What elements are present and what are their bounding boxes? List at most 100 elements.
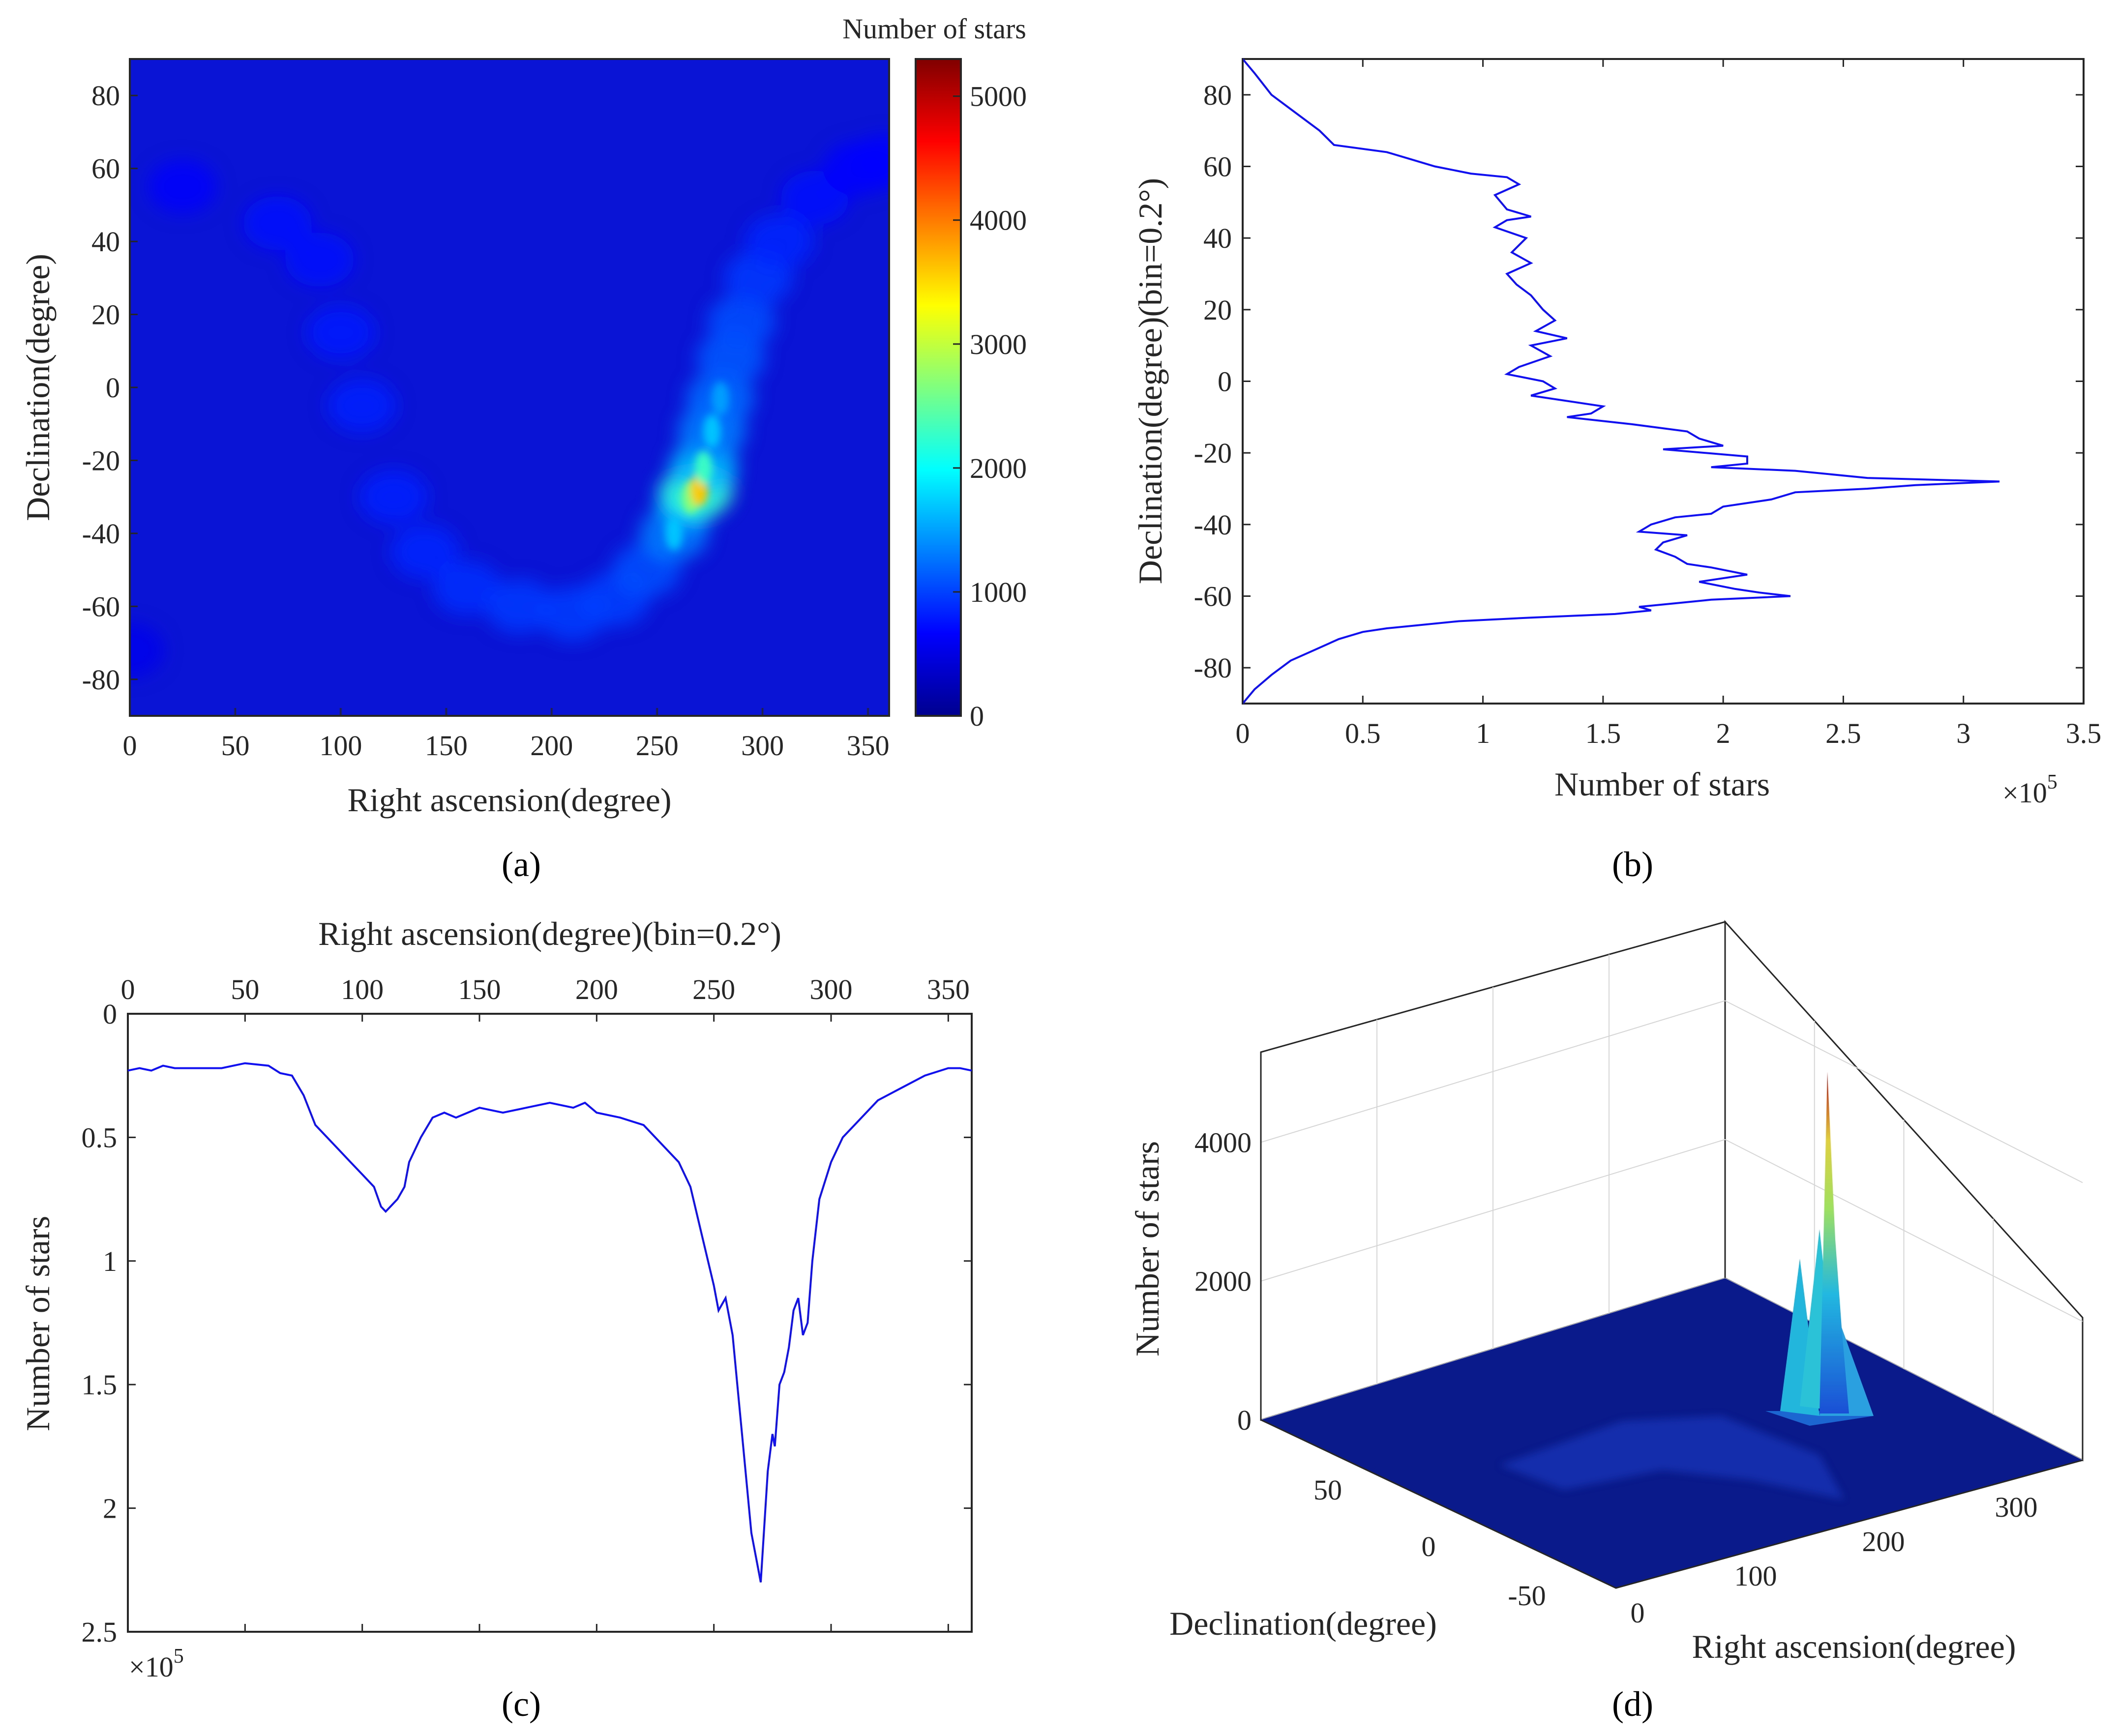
heatmap-band-point [433, 561, 502, 616]
dec-hist-x-tick-label: 0.5 [1345, 717, 1381, 749]
colorbar-tick-label: 0 [970, 700, 984, 732]
ra-hist-x-tick-label: 200 [575, 973, 618, 1005]
heatmap-band [130, 134, 889, 677]
dec-hist-x-tick-label: 2 [1716, 717, 1730, 749]
heatmap-band-point [359, 470, 428, 524]
ra-hist-y-tick-label: 0 [103, 998, 117, 1030]
heatmap-band-point [327, 379, 396, 433]
panel-label-a: (a) [502, 845, 541, 884]
heatmap-y-label: Declination(degree) [19, 254, 57, 521]
surface-gridline-z-right [1725, 1000, 2083, 1183]
surface-z-label: Number of stars [1129, 1141, 1166, 1356]
heatmap-hotspot [694, 451, 713, 485]
dec-hist-y-tick-label: 40 [1203, 222, 1232, 254]
ra-hist-x-label: Right ascension(degree)(bin=0.2°) [318, 915, 781, 952]
colorbar-tick-label: 4000 [970, 205, 1027, 236]
heatmap-x-tick-label: 50 [221, 730, 249, 762]
heatmap-band-point [707, 294, 776, 349]
dec-hist-line [1242, 58, 2000, 705]
heatmap-x-tick-label: 350 [847, 730, 890, 762]
ra-hist-x-tick-label: 250 [692, 973, 735, 1005]
colorbar-tick-label: 2000 [970, 452, 1027, 484]
dec-hist-frame [1242, 58, 2085, 705]
heatmap-band-point [285, 233, 354, 287]
ra-hist-x-tick-label: 50 [231, 973, 259, 1005]
ra-hist-y-label: Number of stars [19, 1216, 57, 1431]
heatmap-band-point [850, 134, 889, 188]
dec-hist-x-tick-label: 3.5 [2066, 717, 2102, 749]
panel-c: 0 50 100 150 200 250 300 350 0 0.5 1 1.5 2 2.5 Right… [19, 915, 973, 1724]
heatmap-band-point [745, 214, 814, 269]
panel-label-d: (d) [1612, 1684, 1653, 1724]
heatmap-x-tick-label: 300 [741, 730, 784, 762]
dec-hist-x-tick-label: 0 [1236, 717, 1250, 749]
dec-hist-x-tick-label: 3 [1956, 717, 1970, 749]
heatmap-x-tick-label: 100 [319, 730, 362, 762]
surface-ra-tick-label: 300 [1995, 1491, 2038, 1523]
panel-b: 0 0.5 1 1.5 2 2.5 3 3.5 80 60 40 20 0 -20 -40 -60 -80 N… [1132, 58, 2102, 884]
surface-peak [1765, 1072, 1874, 1426]
ra-hist-x-ticks: 0 50 100 150 200 250 300 350 [121, 973, 970, 1632]
ra-hist-y-multiplier: ×105 [129, 1645, 184, 1683]
ra-hist-y-tick-label: 0.5 [82, 1121, 118, 1153]
heatmap-x-tick-label: 200 [530, 730, 573, 762]
heatmap-x-tick-label: 0 [123, 730, 137, 762]
heatmap-x-tick-label: 250 [636, 730, 679, 762]
dec-hist-x-ticks: 0 0.5 1 1.5 2 2.5 3 3.5 [1236, 59, 2102, 749]
ra-hist-y-ticks: 0 0.5 1 1.5 2 2.5 [82, 998, 972, 1648]
heatmap-band-point [390, 525, 460, 579]
heatmap-band-point [306, 305, 375, 360]
heatmap-x-ticks: 0 50 100 150 200 250 300 350 [123, 708, 890, 762]
dec-hist-x-multiplier: ×105 [2002, 771, 2058, 809]
surface-dec-ticks: 50 0 -50 [1313, 1474, 1546, 1612]
surface-dec-label: Declination(degree) [1169, 1605, 1437, 1642]
ra-hist-x-tick-label: 100 [341, 973, 384, 1005]
heatmap-band-point [485, 579, 555, 634]
heatmap-y-tick-label: 80 [91, 80, 120, 112]
ra-hist-frame [127, 1013, 973, 1633]
surface-z-tick-label: 4000 [1194, 1126, 1252, 1158]
heatmap-band-core [665, 382, 729, 550]
colorbar-tick-label: 3000 [970, 328, 1027, 360]
dec-hist-x-tick-label: 2.5 [1825, 717, 1861, 749]
surface-z-ticks: 0 2000 4000 [1194, 1126, 1252, 1436]
heatmap-y-tick-label: -20 [82, 444, 120, 476]
surface-dec-tick-label: 50 [1313, 1474, 1342, 1506]
heatmap-y-tick-label: -80 [82, 664, 120, 696]
dec-hist-y-tick-label: 80 [1203, 79, 1232, 111]
colorbar [915, 58, 962, 717]
heatmap-band-glow [130, 134, 889, 677]
heatmap-hotspot [711, 382, 729, 415]
heatmap-band-point [130, 623, 164, 677]
dec-hist-y-tick-label: 0 [1218, 366, 1232, 398]
dec-hist-y-tick-label: 60 [1203, 151, 1232, 183]
dec-hist-x-label: Number of stars [1554, 765, 1770, 803]
heatmap-y-tick-label: 0 [106, 372, 120, 404]
surface-z-tick-label: 2000 [1194, 1265, 1252, 1297]
dec-hist-y-tick-label: -60 [1194, 581, 1232, 613]
surface-ra-ticks: 0 100 200 300 [1631, 1491, 2038, 1629]
panel-d: 0 2000 4000 50 0 -50 0 100 200 300 Number of st… [1129, 920, 2084, 1724]
heatmap-y-tick-label: 60 [91, 153, 120, 185]
ra-hist-x-tick-label: 0 [121, 973, 135, 1005]
heatmap-y-ticks: 80 60 40 20 0 -20 -40 -60 -80 [82, 80, 138, 696]
heatmap-x-tick-label: 150 [425, 730, 468, 762]
heatmap-y-tick-label: -60 [82, 590, 120, 622]
heatmap-band-point [148, 159, 217, 214]
panel-a: 0 50 100 150 200 250 300 350 806040200-20-40-60… [19, 13, 1027, 884]
dec-hist-x-tick-label: 1.5 [1585, 717, 1621, 749]
surface-axes-edges [1260, 1052, 2083, 1589]
dec-hist-y-tick-label: -80 [1194, 652, 1232, 684]
panel-label-b: (b) [1612, 845, 1653, 884]
ra-hist-x-tick-label: 350 [927, 973, 970, 1005]
panel-label-c: (c) [502, 1684, 541, 1724]
surface-z-tick-label: 0 [1237, 1404, 1252, 1436]
surface-galactic-band [1500, 1416, 1844, 1500]
ra-hist-y-tick-label: 1 [103, 1245, 117, 1277]
colorbar-label: Number of stars [842, 13, 1026, 45]
colorbar-tick-label: 5000 [970, 81, 1027, 113]
colorbar-tick-label: 1000 [970, 576, 1027, 608]
ra-hist-y-tick-label: 2.5 [82, 1616, 118, 1648]
heatmap-y-tick-label: 20 [91, 299, 120, 331]
